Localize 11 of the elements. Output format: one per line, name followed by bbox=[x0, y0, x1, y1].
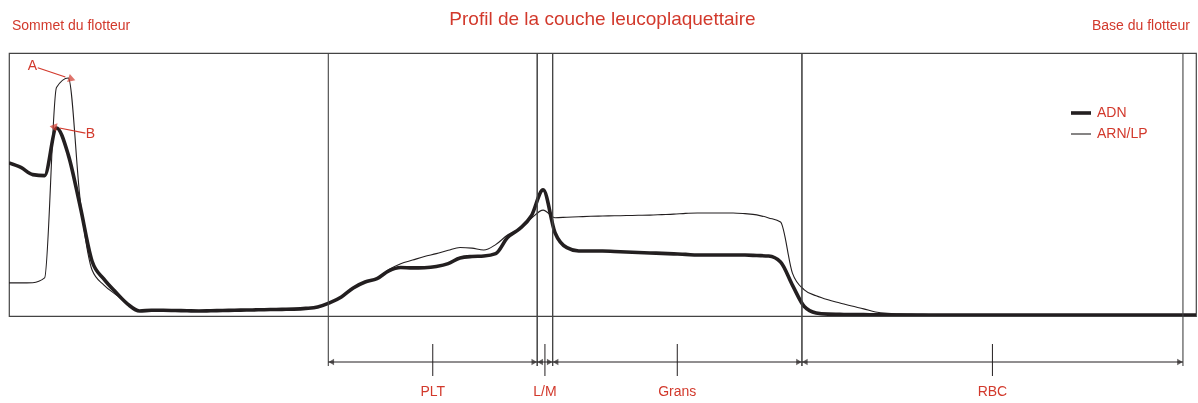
text: A bbox=[27, 56, 38, 73]
text: L/M bbox=[533, 383, 557, 399]
text: PLT bbox=[420, 383, 446, 399]
legend-label: ARN/LP bbox=[1097, 125, 1148, 141]
annotation: B bbox=[85, 124, 96, 141]
text: Sommet du flotteur bbox=[12, 17, 131, 33]
text: RBC bbox=[977, 383, 1008, 399]
legend-label: ADN bbox=[1097, 104, 1127, 120]
text: Grans bbox=[658, 383, 697, 399]
text: Base du flotteur bbox=[1091, 17, 1191, 33]
chart-title: Profil de la couche leucoplaquettaire bbox=[449, 8, 756, 29]
